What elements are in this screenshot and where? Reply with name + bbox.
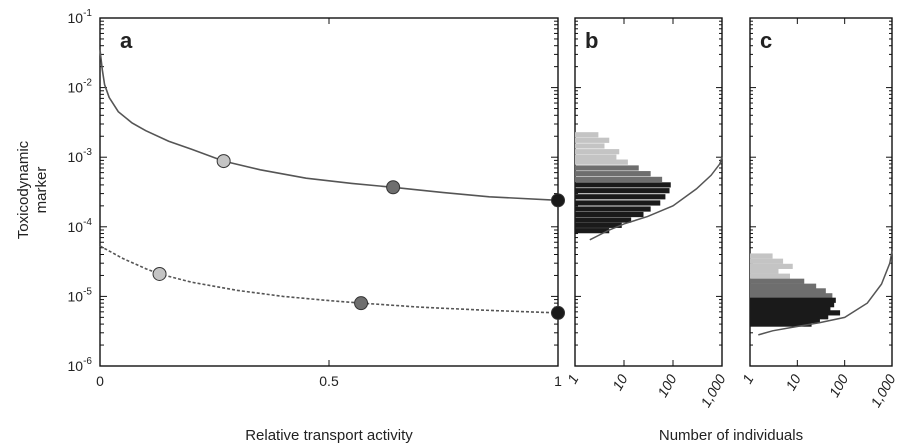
histogram-bar: [750, 283, 817, 289]
data-point-marker: [551, 305, 565, 320]
histogram-bar: [575, 137, 610, 143]
data-point-marker: [551, 193, 565, 208]
data-point-marker: [152, 266, 167, 281]
histogram-bar: [575, 132, 599, 138]
x-tick-label: 1,000: [697, 371, 728, 410]
x-tick-label: 1: [554, 373, 562, 389]
x-tick-label: 1: [564, 372, 582, 387]
y-tick-label: 10-2: [68, 78, 93, 96]
histogram-bar: [750, 278, 805, 284]
histogram-bar: [750, 297, 836, 303]
y-tick-label: 10-5: [68, 286, 93, 304]
histogram-bar: [575, 143, 605, 149]
histogram-bar: [750, 317, 820, 324]
panel-c: c 1 10 100 1,000: [739, 17, 899, 410]
panel-a-frame: [99, 17, 559, 367]
x-axis-title-bc: Number of individuals: [659, 427, 803, 444]
data-point-marker: [386, 180, 401, 195]
panel-b: b 1 10 100 1,000: [564, 17, 729, 410]
dashed-curve: [99, 245, 559, 314]
x-tick-label: 10: [609, 371, 631, 393]
histogram-bar: [575, 188, 670, 194]
histogram-bar: [750, 263, 793, 269]
distribution-curve: [589, 156, 723, 241]
y-tick-label: 10-3: [68, 147, 93, 165]
histogram-bar: [575, 228, 610, 234]
y-tick-label: 10-1: [68, 8, 93, 26]
panel-c-frame: [749, 17, 893, 367]
histogram-bar: [575, 149, 620, 155]
x-tick-label: 0: [96, 373, 104, 389]
histogram-bar: [750, 253, 773, 259]
solid-curve: [99, 49, 559, 202]
histogram-bar: [575, 159, 628, 165]
histogram-bar: [575, 211, 644, 218]
y-axis-title-line2: marker: [33, 167, 50, 214]
panel-a: a 10-6 10-5 10-4 10-3 10-2 10-1 0 0.5 1: [68, 8, 565, 389]
histogram-bar: [575, 206, 651, 212]
data-point-marker: [216, 154, 231, 169]
histogram-bar: [575, 194, 666, 200]
x-tick-label: 1: [739, 372, 757, 387]
y-tick-label: 10-6: [68, 356, 93, 374]
histogram-bar: [750, 314, 829, 320]
histogram-bar: [750, 288, 826, 294]
histogram-bar: [750, 321, 812, 327]
histogram-bar: [750, 293, 833, 299]
y-tick-label: 10-4: [68, 217, 93, 235]
histogram-bar: [575, 222, 622, 228]
panel-a-letter: a: [120, 28, 133, 53]
histogram-bar: [750, 302, 835, 308]
distribution-curve: [758, 250, 893, 336]
x-tick-label: 0.5: [319, 373, 339, 389]
x-axis-title-a: Relative transport activity: [245, 427, 413, 444]
y-axis-title-line1: Toxicodynamic: [15, 140, 32, 239]
histogram-bar: [575, 165, 639, 171]
histogram-bar: [750, 268, 779, 274]
x-tick-label: 100: [826, 371, 852, 399]
histogram-bar: [575, 154, 617, 160]
histogram-bar: [750, 310, 841, 316]
histogram-bar: [750, 258, 784, 264]
histogram-bar: [575, 200, 661, 206]
histogram-bar: [750, 273, 791, 279]
histogram-bar: [750, 306, 831, 312]
panel-b-letter: b: [585, 28, 598, 53]
x-tick-label: 100: [654, 371, 680, 399]
histogram-bar: [575, 182, 671, 188]
data-point-marker: [354, 296, 369, 311]
x-tick-label: 10: [782, 371, 804, 393]
histogram-bar: [575, 217, 632, 223]
histogram-bar: [575, 171, 651, 177]
x-tick-label: 1,000: [867, 371, 898, 410]
panel-c-letter: c: [760, 28, 772, 53]
histogram-bar: [575, 176, 663, 182]
